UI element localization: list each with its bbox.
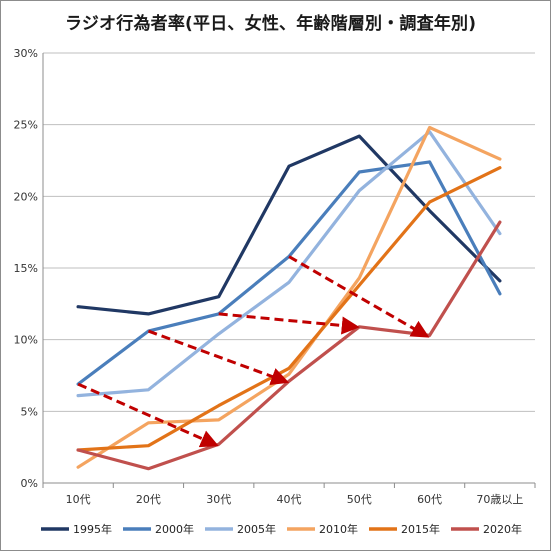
series-lines [76, 125, 502, 471]
x-tick-label: 60代 [417, 493, 442, 506]
trend-arrow-2 [147, 329, 290, 386]
series-line-2015年 [76, 166, 502, 452]
axes: 0% 5% 10% 15% 20% 25% 30% 10代 20代 30代 40代 50代 60代 70歳… [14, 47, 536, 506]
legend-label: 2020年 [483, 522, 522, 536]
x-tick-label: 40代 [277, 493, 302, 506]
y-tick-label: 5% [21, 405, 38, 418]
y-tick-label: 20% [14, 190, 38, 203]
legend-label: 1995年 [73, 522, 112, 536]
trend-arrow-4 [288, 255, 430, 338]
x-tick-label: 30代 [206, 493, 231, 506]
x-tick-label: 50代 [347, 493, 372, 506]
legend-label: 2005年 [237, 522, 276, 536]
legend-label: 2000年 [155, 522, 194, 536]
legend: 1995年 2000年 2005年 2010年 2015年 2020年 [41, 522, 522, 536]
y-tick-label: 0% [21, 477, 38, 490]
x-tick-label: 70歳以上 [476, 493, 523, 506]
legend-label: 2015年 [401, 522, 440, 536]
grid-lines [43, 52, 535, 412]
chart-title: ラジオ行為者率(平日、女性、年齢階層別・調査年別) [65, 14, 477, 34]
trend-arrow-3 [218, 312, 360, 335]
x-tick-label: 20代 [136, 493, 161, 506]
series-line-2000年 [76, 160, 502, 386]
series-line-2005年 [76, 130, 502, 398]
series-line-2020年 [76, 220, 502, 471]
y-tick-label: 10% [14, 334, 38, 347]
x-tick-label: 10代 [66, 493, 91, 506]
trend-arrows [77, 255, 430, 448]
y-tick-label: 15% [14, 262, 38, 275]
trend-arrow-1 [77, 382, 219, 448]
y-tick-label: 25% [14, 119, 38, 132]
y-tick-label: 30% [14, 47, 38, 60]
series-line-1995年 [76, 134, 502, 316]
legend-label: 2010年 [319, 522, 358, 536]
